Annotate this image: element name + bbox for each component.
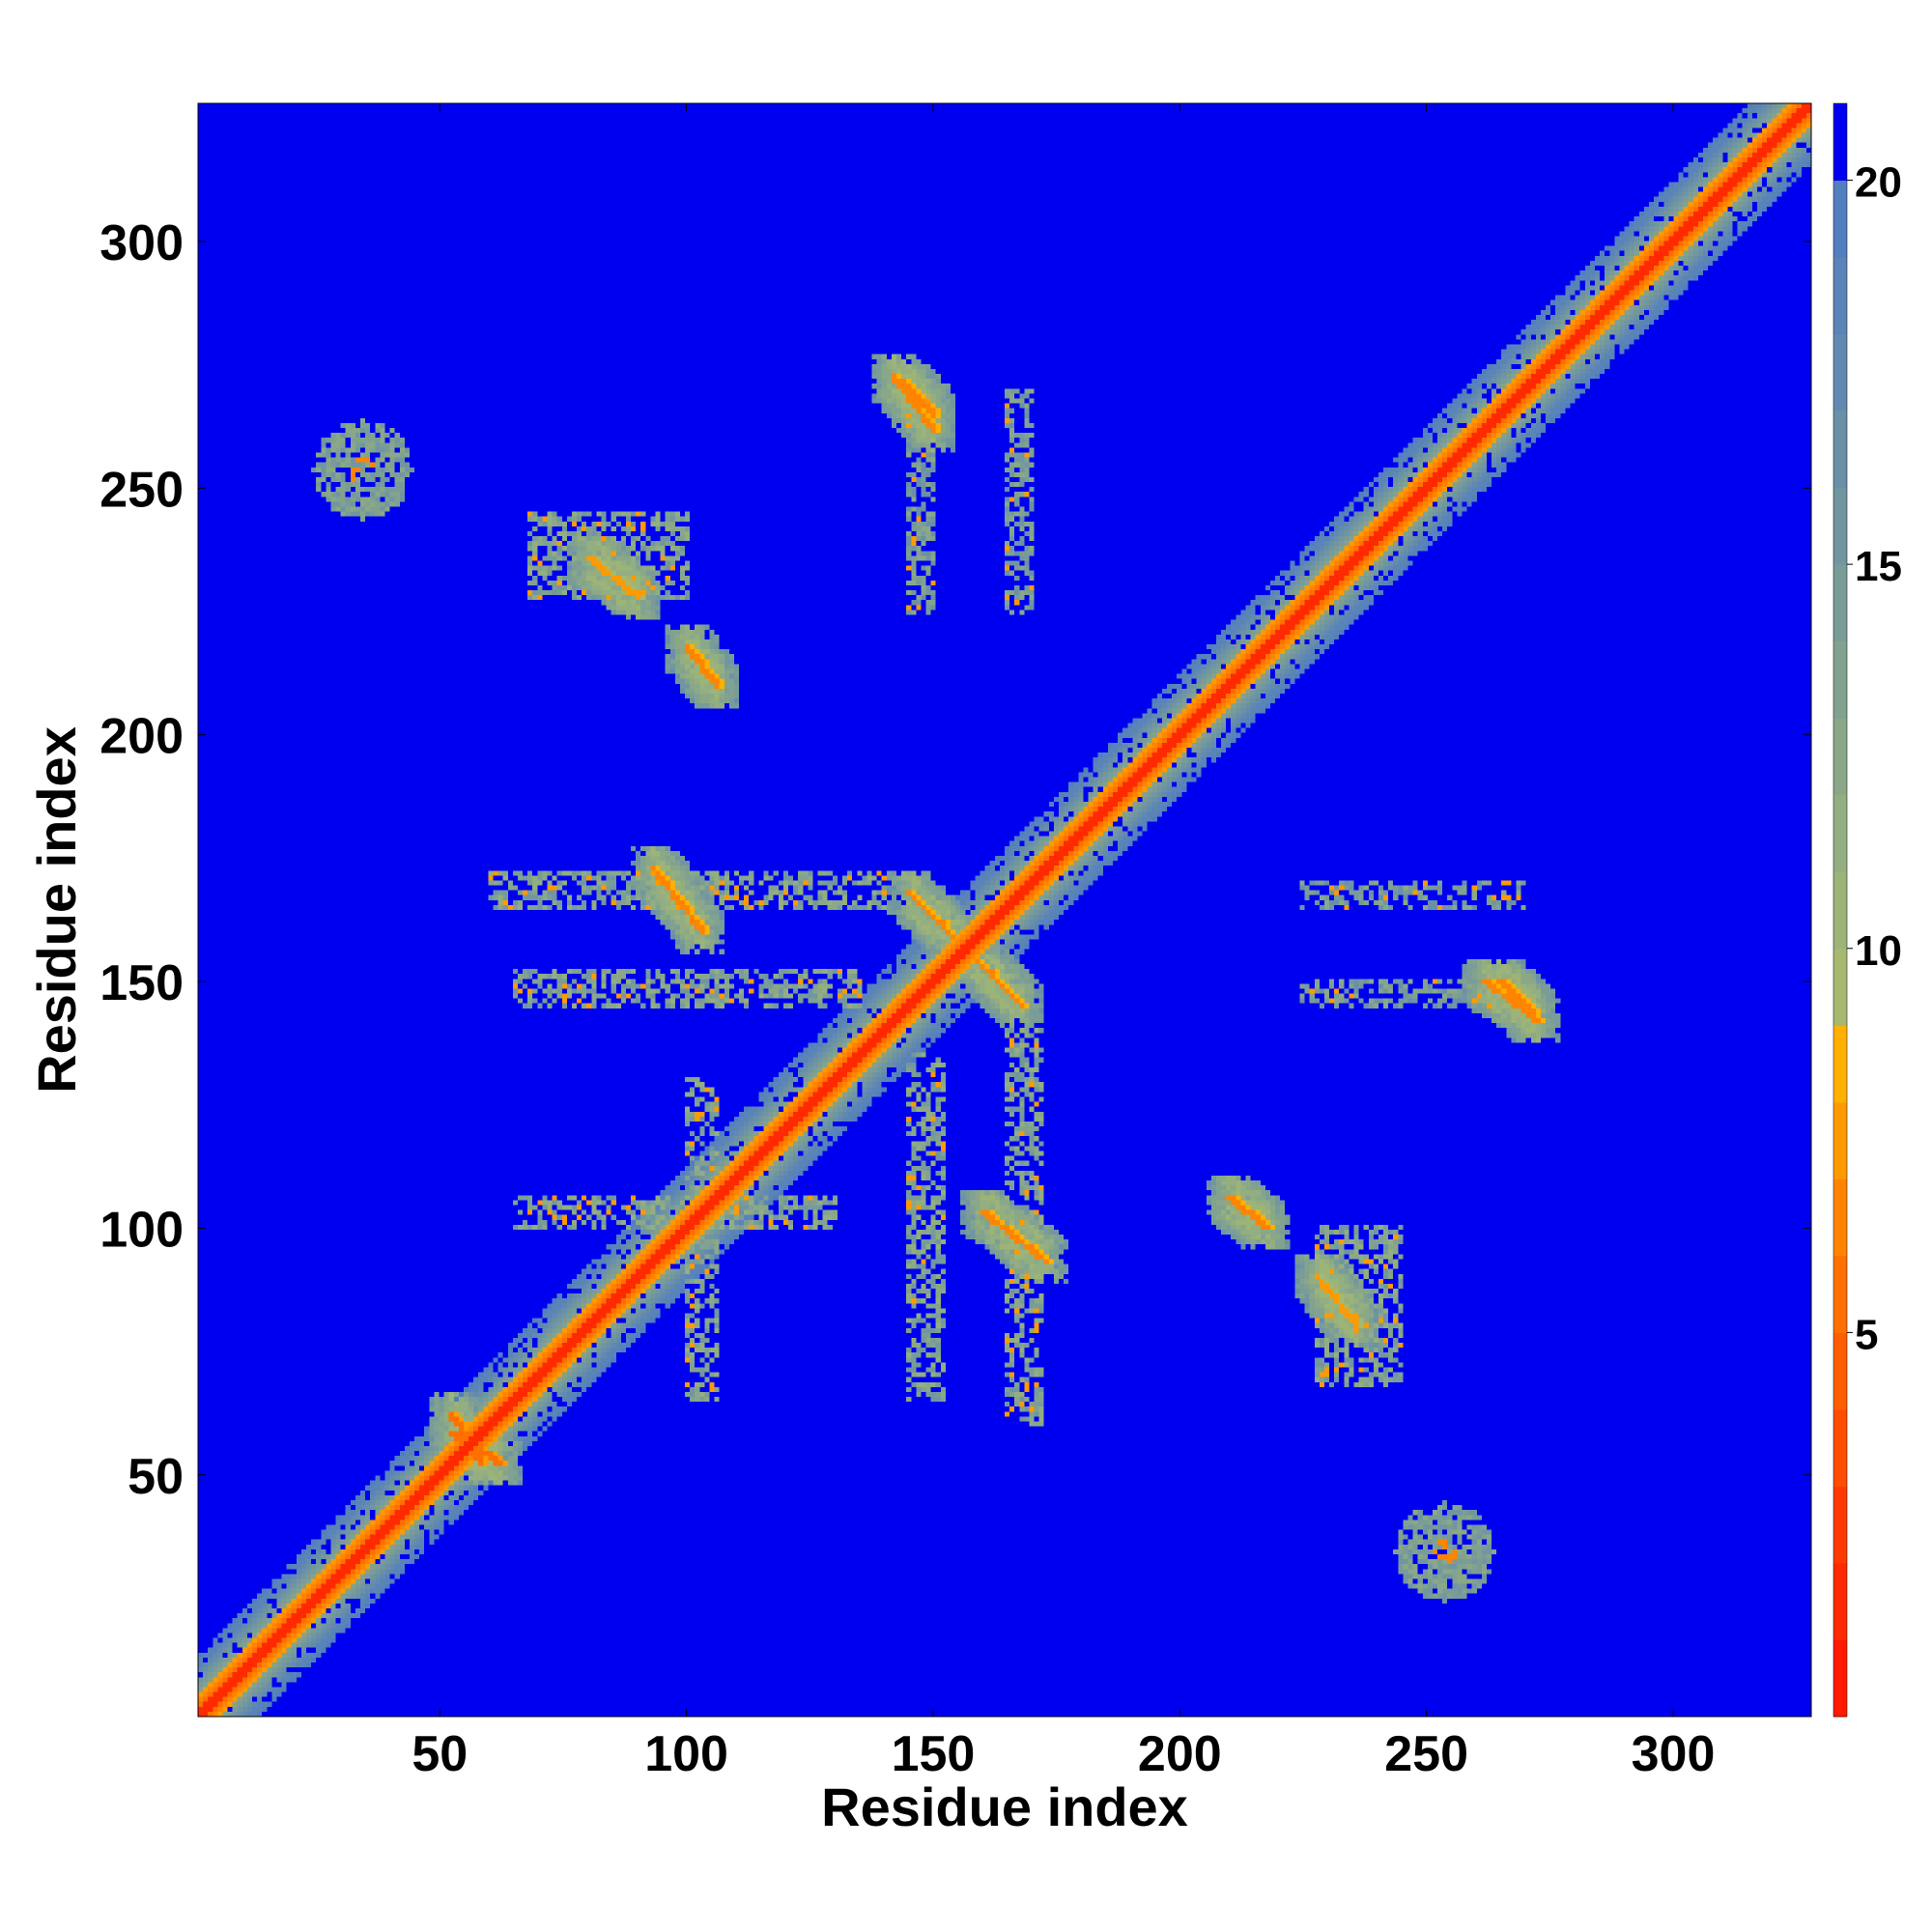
y-axis-ticks: 50 100 150 200 250 300 [99, 215, 1811, 1505]
colorbar-segment [1833, 411, 1847, 489]
x-axis-title: Residue index [821, 1776, 1188, 1837]
y-tick-label: 100 [99, 1202, 184, 1258]
colorbar-segment [1833, 794, 1847, 872]
colorbar-tick-label: 20 [1855, 159, 1902, 207]
colorbar-segment [1833, 718, 1847, 796]
colorbar-segment [1833, 1562, 1847, 1640]
y-tick-label: 200 [99, 709, 184, 765]
colorbar-segment [1833, 487, 1847, 565]
colorbar-segment [1833, 1332, 1847, 1410]
y-tick-label: 50 [128, 1449, 184, 1505]
colorbar-segment [1833, 564, 1847, 642]
colorbar-border [1833, 102, 1848, 1718]
plot-border [197, 102, 1812, 1718]
x-tick-label: 150 [892, 1726, 976, 1782]
colorbar-tick-label: 5 [1855, 1311, 1878, 1358]
colorbar-segment [1833, 180, 1847, 258]
x-tick-label: 300 [1632, 1726, 1716, 1782]
colorbar-segment [1833, 1101, 1847, 1179]
colorbar-segment [1833, 1179, 1847, 1257]
colorbar-segment [1833, 1639, 1847, 1718]
heatmap-layer [198, 103, 1811, 1717]
colorbar-segment [1833, 333, 1847, 412]
colorbar-segment [1833, 1486, 1847, 1564]
x-axis-ticks: 50 100 150 200 250 300 [412, 103, 1715, 1782]
colorbar-tick-label: 15 [1855, 543, 1902, 590]
x-tick-label: 100 [644, 1726, 728, 1782]
heatmap-image [198, 103, 1811, 1717]
x-tick-label: 250 [1384, 1726, 1468, 1782]
colorbar-segment [1833, 948, 1847, 1026]
y-axis-title: Residue index [26, 726, 87, 1094]
y-tick-label: 250 [99, 462, 184, 518]
y-tick-label: 300 [99, 215, 184, 271]
colorbar-segment [1833, 103, 1847, 182]
y-tick-label: 150 [99, 955, 184, 1011]
plot-frame [197, 102, 1812, 1718]
colorbar-segment [1833, 871, 1847, 950]
colorbar-segment [1833, 1408, 1847, 1487]
colorbar-segment [1833, 1255, 1847, 1333]
x-tick-label: 200 [1138, 1726, 1222, 1782]
x-tick-label: 50 [412, 1726, 468, 1782]
colorbar-tick-label: 10 [1855, 927, 1902, 975]
colorbar-segment [1833, 640, 1847, 719]
colorbar-segment [1833, 257, 1847, 335]
colorbar: 5 10 15 20 [1833, 102, 1902, 1718]
colorbar-segment [1833, 1025, 1847, 1103]
